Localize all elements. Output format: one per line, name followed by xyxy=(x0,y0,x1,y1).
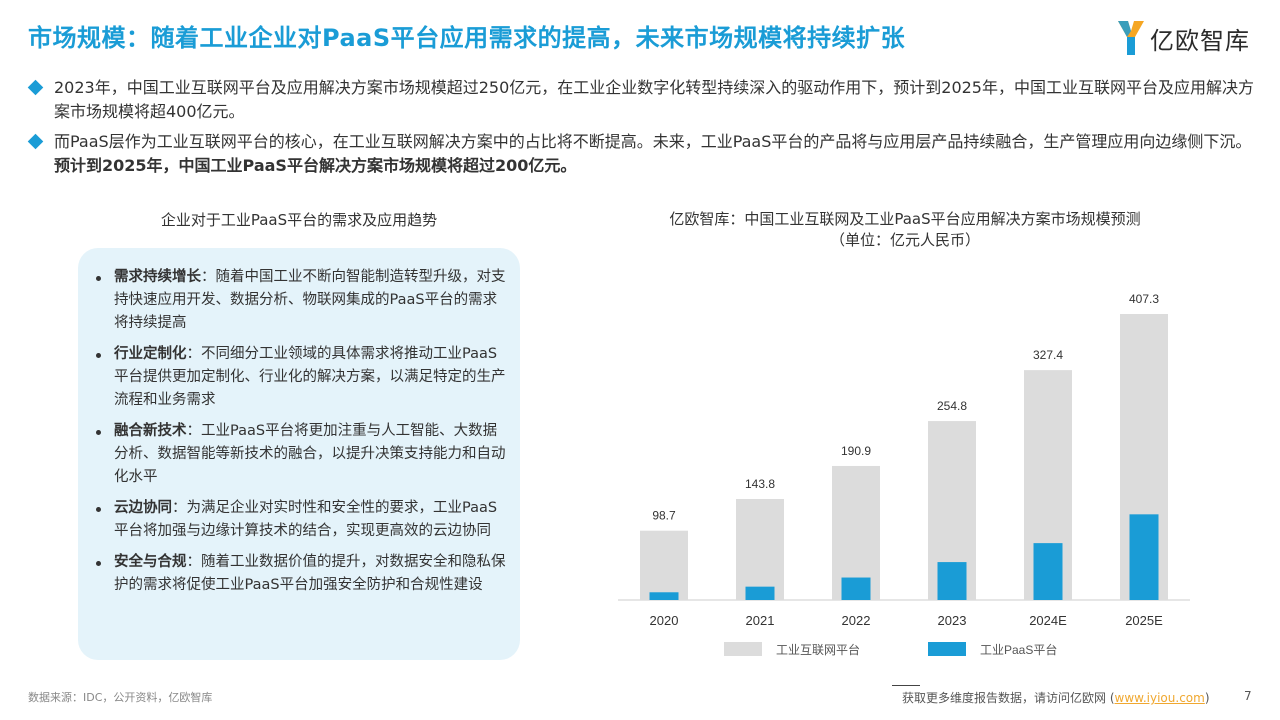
bar-industrial-internet xyxy=(736,499,784,600)
footer-visit-suffix: ) xyxy=(1204,691,1210,705)
bullet-dot-icon xyxy=(96,561,101,566)
x-tick-label: 2020 xyxy=(650,613,679,628)
trend-term: 融合新技术 xyxy=(114,423,187,439)
trends-panel: 需求持续增长：随着中国工业不断向智能制造转型升级，对支持快速应用开发、数据分析、… xyxy=(78,248,520,660)
bar-industrial-internet xyxy=(640,530,688,600)
trend-item: 云边协同：为满足企业对实时性和安全性的要求，工业PaaS平台将加强与边缘计算技术… xyxy=(92,497,508,543)
legend-swatch-industrial-internet xyxy=(724,642,762,656)
bar-value-label: 98.7 xyxy=(652,509,676,523)
page-title: 市场规模：随着工业企业对PaaS平台应用需求的提高，未来市场规模将持续扩张 xyxy=(28,24,906,52)
intro-bullet-1: 2023年，中国工业互联网平台及应用解决方案市场规模超过250亿元，在工业企业数… xyxy=(27,76,1254,124)
legend-label-industrial-paas: 工业PaaS平台 xyxy=(980,642,1057,657)
footer-visit-text: 获取更多维度报告数据，请访问亿欧网 ( xyxy=(902,691,1115,705)
bullet-dot-icon xyxy=(96,430,101,435)
trend-text: ：随着中国工业不断向智能制造转型升级，对支持快速应用开发、数据分析、物联网集成的… xyxy=(114,269,506,331)
bullet-dot-icon xyxy=(96,353,101,358)
x-tick-label: 2021 xyxy=(746,613,775,628)
trend-term: 安全与合规 xyxy=(114,554,187,570)
logo-text: 亿欧智库 xyxy=(1150,26,1250,55)
trend-term: 行业定制化 xyxy=(114,346,187,362)
footer-divider xyxy=(892,685,920,686)
intro-bullet-1-text: 2023年，中国工业互联网平台及应用解决方案市场规模超过250亿元，在工业企业数… xyxy=(54,78,1254,121)
trend-term: 云边协同 xyxy=(114,500,172,516)
intro-bullet-2-text: 而PaaS层作为工业互联网平台的核心，在工业互联网解决方案中的占比将不断提高。未… xyxy=(54,132,1252,151)
legend-label-industrial-internet: 工业互联网平台 xyxy=(776,642,860,657)
trend-text: ：不同细分工业领域的具体需求将推动工业PaaS平台提供更加定制化、行业化的解决方… xyxy=(114,346,506,408)
chart-title: 亿欧智库：中国工业互联网及工业PaaS平台应用解决方案市场规模预测 xyxy=(669,210,1141,228)
bar-industrial-paas xyxy=(1033,543,1063,600)
footer-url-link[interactable]: www.iyiou.com xyxy=(1114,691,1205,705)
trend-item: 需求持续增长：随着中国工业不断向智能制造转型升级，对支持快速应用开发、数据分析、… xyxy=(92,266,508,335)
intro-bullets: 2023年，中国工业互联网平台及应用解决方案市场规模超过250亿元，在工业企业数… xyxy=(27,76,1254,184)
x-tick-label: 2025E xyxy=(1125,613,1163,628)
trend-item: 安全与合规：随着工业数据价值的提升，对数据安全和隐私保护的需求将促使工业PaaS… xyxy=(92,551,508,597)
trend-text: ：随着工业数据价值的提升，对数据安全和隐私保护的需求将促使工业PaaS平台加强安… xyxy=(114,554,506,593)
intro-bullet-2: 而PaaS层作为工业互联网平台的核心，在工业互联网解决方案中的占比将不断提高。未… xyxy=(27,130,1254,178)
trends-heading: 企业对于工业PaaS平台的需求及应用趋势 xyxy=(160,211,438,229)
legend-swatch-industrial-paas xyxy=(928,642,966,656)
iyiou-logo-icon xyxy=(1118,21,1144,55)
bar-industrial-paas xyxy=(1129,514,1159,600)
diamond-bullet-icon xyxy=(27,79,44,96)
trend-item: 行业定制化：不同细分工业领域的具体需求将推动工业PaaS平台提供更加定制化、行业… xyxy=(92,343,508,412)
bar-value-label: 407.3 xyxy=(1129,292,1159,306)
x-tick-label: 2022 xyxy=(842,613,871,628)
trend-term: 需求持续增长 xyxy=(114,269,201,285)
intro-bullet-2-highlight: 预计到2025年，中国工业PaaS平台解决方案市场规模将超过200亿元。 xyxy=(54,156,577,175)
bullet-dot-icon xyxy=(96,276,101,281)
bar-value-label: 327.4 xyxy=(1033,348,1063,362)
data-source: 数据来源：IDC，公开资料，亿欧智库 xyxy=(28,691,213,704)
bar-industrial-paas xyxy=(745,586,775,600)
bar-value-label: 190.9 xyxy=(841,444,871,458)
page-number: 7 xyxy=(1244,689,1252,703)
bullet-dot-icon xyxy=(96,507,101,512)
chart-title-block: 亿欧智库：中国工业互联网及工业PaaS平台应用解决方案市场规模预测 （单位：亿元… xyxy=(600,209,1210,251)
chart-subtitle: （单位：亿元人民币） xyxy=(829,231,980,249)
bar-industrial-paas xyxy=(649,592,679,600)
bar-industrial-paas xyxy=(937,562,967,600)
bar-value-label: 254.8 xyxy=(937,399,967,413)
x-tick-label: 2023 xyxy=(938,613,967,628)
footer-visit: 获取更多维度报告数据，请访问亿欧网 (www.iyiou.com) xyxy=(902,689,1210,706)
trend-text: ：工业PaaS平台将更加注重与人工智能、大数据分析、数据智能等新技术的融合，以提… xyxy=(114,423,506,485)
diamond-bullet-icon xyxy=(27,133,44,150)
bar-industrial-paas xyxy=(841,577,871,600)
trend-item: 融合新技术：工业PaaS平台将更加注重与人工智能、大数据分析、数据智能等新技术的… xyxy=(92,420,508,489)
x-tick-label: 2024E xyxy=(1029,613,1067,628)
trend-text: ：为满足企业对实时性和安全性的要求，工业PaaS平台将加强与边缘计算技术的结合，… xyxy=(114,500,498,539)
brand-logo: 亿欧智库 xyxy=(1116,18,1266,58)
market-size-bar-chart: 98.7 2020 143.8 2021 190.9 2022 254.8 2023 327.4… xyxy=(618,292,1190,657)
bar-value-label: 143.8 xyxy=(745,477,775,491)
